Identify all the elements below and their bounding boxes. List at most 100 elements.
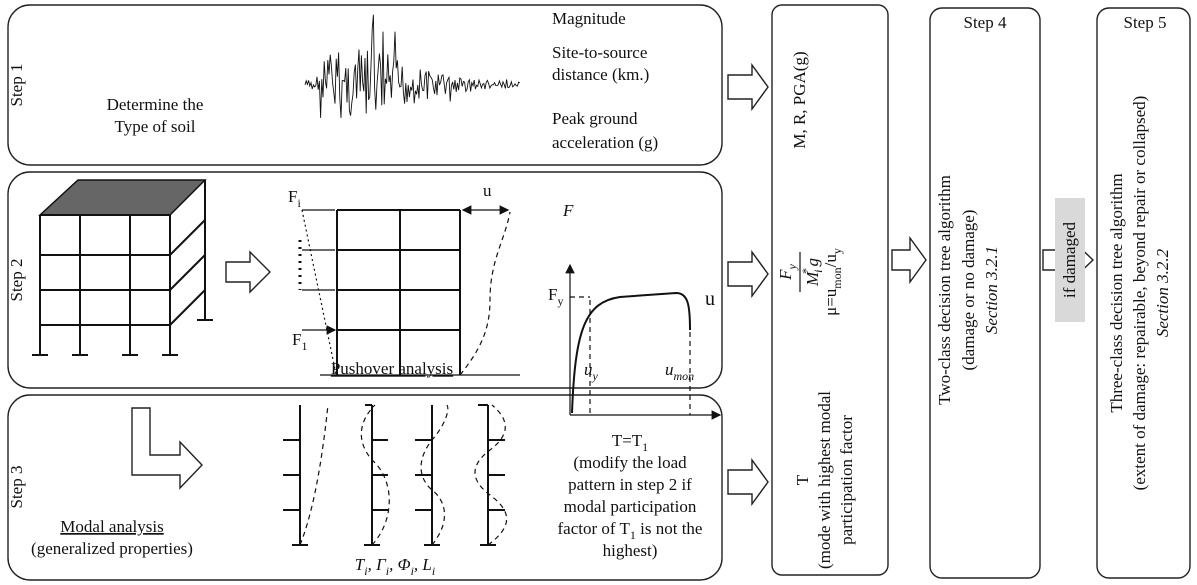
note-line: modal participation xyxy=(564,497,697,516)
text-part: i xyxy=(811,269,825,272)
text-part: , Φ xyxy=(389,555,411,574)
text-part: * xyxy=(799,268,813,274)
text-part: modal participation xyxy=(564,497,697,516)
condition: if damaged xyxy=(1060,222,1079,298)
text-part: , Γ xyxy=(368,555,388,574)
param-text: Site-to-source xyxy=(552,43,647,62)
step4-box xyxy=(929,7,1041,579)
output-text: T xyxy=(793,474,812,485)
step4-text: (damage or no damage) xyxy=(959,210,978,371)
axis-label: F xyxy=(562,201,574,220)
caption: Pushover analysis xyxy=(331,359,453,378)
text-part: u xyxy=(584,360,593,379)
arrow xyxy=(225,250,271,294)
subscript: y xyxy=(830,248,844,254)
step4-text: Two-class decision tree algorithm xyxy=(935,175,954,405)
subscript: i xyxy=(432,564,435,578)
mode-shapes xyxy=(283,404,508,546)
text-part: F xyxy=(288,187,297,206)
step-label: Step 2 xyxy=(7,259,26,302)
text-part: , L xyxy=(414,555,432,574)
text-part: M xyxy=(803,271,822,287)
subscript: 1 xyxy=(301,339,307,353)
seismogram xyxy=(304,14,521,118)
text-part: is not the xyxy=(636,519,703,538)
arrow xyxy=(727,62,769,112)
soil-text: Determine the xyxy=(107,95,204,114)
subscript: i xyxy=(411,564,414,578)
step1-box xyxy=(7,4,723,166)
output-text: M, R, PGA(g) xyxy=(790,51,809,148)
text-part: g xyxy=(803,258,822,267)
section-ref: Section 3.2.1 xyxy=(982,246,1001,334)
caption: Modal analysis xyxy=(60,517,163,536)
text-part: highest) xyxy=(603,541,658,560)
condition-box xyxy=(1055,198,1085,322)
param-text: distance (km.) xyxy=(552,65,649,84)
step5-text: (extent of damage: repairable, beyond re… xyxy=(1130,96,1149,491)
subscript: y xyxy=(592,369,599,383)
param-text: acceleration (g) xyxy=(552,133,658,152)
note-line: pattern in step 2 if xyxy=(568,475,692,494)
note: (modify the load pattern in step 2 if moda… xyxy=(558,453,703,560)
period: T=T1 xyxy=(612,431,648,454)
step-label: Step 1 xyxy=(7,64,26,107)
note-line: (modify the load xyxy=(573,453,687,472)
subscript: y xyxy=(557,294,563,308)
step-label: Step 5 xyxy=(1124,13,1167,32)
denominator: Mi*g xyxy=(799,258,825,287)
output-text: participation factor xyxy=(837,415,856,545)
force-label: Fi xyxy=(288,187,301,210)
step5-box xyxy=(1096,7,1191,579)
fraction: Fy Mi*g xyxy=(776,252,825,292)
subscript: 1 xyxy=(642,440,648,454)
text-part: F xyxy=(776,269,795,281)
arrow xyxy=(727,457,769,507)
step3-box xyxy=(7,394,723,581)
building-3d xyxy=(32,179,213,356)
text-part: (modify the load xyxy=(573,453,687,472)
arrow xyxy=(131,407,203,490)
subscript: y xyxy=(785,263,799,270)
output-text: (mode with highest modal xyxy=(815,391,834,569)
param-text: Peak ground xyxy=(552,109,638,128)
text-part: u xyxy=(665,360,674,379)
subscript: mon xyxy=(674,369,695,383)
step-label: Step 4 xyxy=(964,13,1007,32)
text-part: F xyxy=(292,330,301,349)
ductility: μ=umon/uy xyxy=(821,248,844,316)
axis-label: u xyxy=(705,288,715,310)
subscript: i xyxy=(386,564,389,578)
text-part: T=T xyxy=(612,431,643,450)
arrow xyxy=(891,235,927,285)
text-part: /u xyxy=(821,254,840,268)
text-part: μ=u xyxy=(821,288,840,316)
text-part: pattern in step 2 if xyxy=(568,475,692,494)
subscript: mon xyxy=(830,267,844,288)
section-ref: Section 3.2.2 xyxy=(1153,248,1172,337)
disp-label: u xyxy=(483,181,492,200)
numerator: Fy xyxy=(776,263,799,280)
yield-force-label: Fy xyxy=(548,285,563,308)
max-disp-label: umon xyxy=(665,360,694,383)
arrow xyxy=(727,249,769,299)
force-label: F1 xyxy=(292,330,307,353)
subscript: i xyxy=(297,196,301,210)
param-text: Magnitude xyxy=(552,9,626,28)
outputs-box xyxy=(771,4,889,576)
step5-text: Three-class decision tree algorithm xyxy=(1107,173,1126,412)
step2-box xyxy=(7,171,723,389)
step-label: Step 3 xyxy=(7,466,26,509)
text-part: F xyxy=(548,285,557,304)
subscript: 1 xyxy=(630,528,636,542)
text-part: factor of T xyxy=(558,519,631,538)
frame xyxy=(298,205,520,376)
soil-text: Type of soil xyxy=(115,117,196,136)
note-line: highest) xyxy=(603,541,658,560)
caption-note: (generalized properties) xyxy=(31,539,193,558)
modal-properties: Ti, Γi, Φi, Li xyxy=(355,555,435,578)
text-part: T xyxy=(355,555,366,574)
yield-disp-label: uy xyxy=(584,360,599,383)
subscript: i xyxy=(364,564,367,578)
